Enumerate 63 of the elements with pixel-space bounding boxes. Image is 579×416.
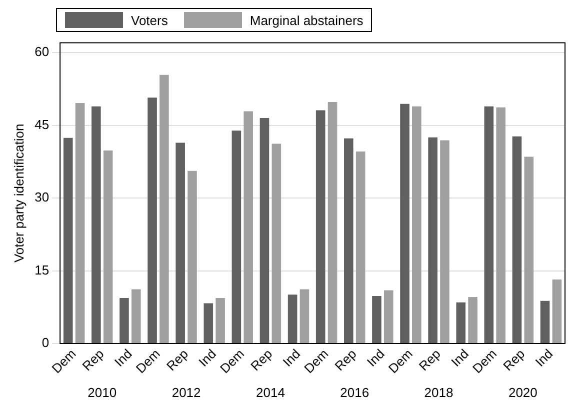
x-tick-label: Rep bbox=[416, 346, 444, 374]
y-tick-label: 15 bbox=[34, 262, 50, 278]
bar bbox=[63, 138, 73, 344]
bar bbox=[316, 110, 326, 344]
bar bbox=[412, 106, 422, 344]
bar bbox=[512, 136, 522, 344]
x-tick-label: Rep bbox=[500, 346, 528, 374]
bar bbox=[344, 138, 354, 344]
bar bbox=[484, 106, 494, 344]
y-axis-title: Voter party identification bbox=[11, 124, 26, 263]
bar bbox=[400, 104, 410, 344]
bar bbox=[524, 156, 534, 344]
bar bbox=[272, 144, 282, 344]
bar bbox=[456, 302, 466, 344]
bar bbox=[132, 289, 141, 344]
bar bbox=[288, 294, 298, 344]
bar bbox=[372, 296, 382, 344]
x-tick-label: Ind bbox=[532, 346, 556, 370]
y-tick-label: 60 bbox=[34, 44, 50, 60]
text: 2010 bbox=[88, 385, 117, 400]
text: 2020 bbox=[508, 385, 538, 400]
x-tick-label: Dem bbox=[48, 346, 79, 376]
bar bbox=[244, 111, 254, 344]
text: 2014 bbox=[256, 385, 285, 400]
x-tick-label: Rep bbox=[248, 346, 276, 374]
bar bbox=[440, 140, 450, 344]
bar bbox=[188, 170, 197, 344]
bar bbox=[552, 280, 562, 344]
x-tick-label: Rep bbox=[79, 346, 107, 374]
legend-label: Marginal abstainers bbox=[250, 12, 364, 28]
bar bbox=[540, 300, 550, 344]
x-tick-label: Ind bbox=[111, 346, 135, 370]
bar bbox=[232, 130, 242, 344]
bar bbox=[75, 102, 85, 344]
x-tick-label: Ind bbox=[196, 346, 219, 370]
bar bbox=[356, 151, 366, 344]
bar bbox=[204, 303, 214, 344]
x-tick-label: Ind bbox=[364, 346, 388, 370]
y-tick-label: 0 bbox=[42, 335, 50, 350]
bar bbox=[384, 290, 394, 344]
bar bbox=[216, 298, 225, 344]
bar bbox=[160, 74, 169, 344]
bar bbox=[300, 289, 310, 344]
x-tick-label: Ind bbox=[448, 346, 472, 370]
x-tick-label: Ind bbox=[280, 346, 304, 370]
bar bbox=[176, 142, 185, 344]
bar bbox=[120, 298, 129, 344]
bar bbox=[328, 102, 338, 344]
bar bbox=[103, 150, 113, 344]
x-tick-label: Rep bbox=[163, 346, 191, 374]
text: 2018 bbox=[424, 385, 454, 400]
y-tick-label: 45 bbox=[34, 116, 50, 132]
bar bbox=[148, 98, 157, 344]
legend-label: Voters bbox=[131, 12, 168, 28]
bar bbox=[428, 137, 438, 344]
bar bbox=[92, 106, 101, 344]
text: 2012 bbox=[172, 385, 201, 400]
bar bbox=[496, 107, 506, 344]
text: 2016 bbox=[340, 385, 370, 400]
bar bbox=[260, 118, 270, 344]
bar bbox=[468, 296, 478, 344]
y-tick-label: 30 bbox=[34, 190, 50, 205]
x-tick-label: Rep bbox=[332, 346, 360, 374]
